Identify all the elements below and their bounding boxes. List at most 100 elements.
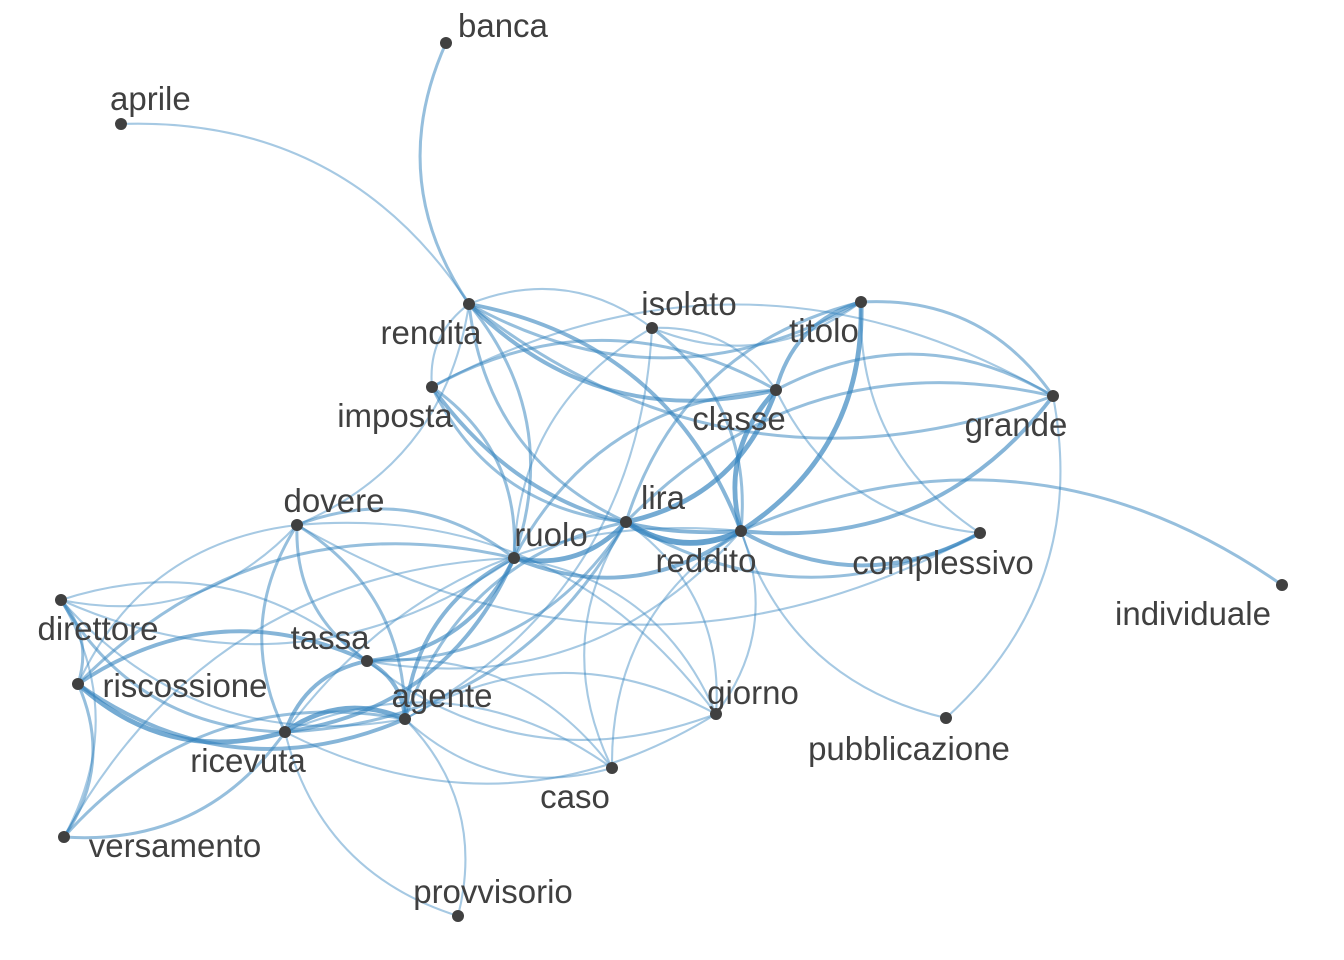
edge-imposta-lira — [430, 385, 628, 524]
edge-ruolo-reddito — [512, 529, 743, 580]
edge-rendita-lira — [467, 302, 628, 524]
edge-direttore-versamento — [59, 598, 97, 839]
edge-dovere-ricevuta — [260, 523, 299, 734]
edge-direttore-ricevuta — [59, 598, 287, 734]
edge-reddito-caso — [610, 529, 743, 770]
edge-classe-ruolo — [512, 388, 778, 560]
edge-tassa-giorno — [365, 659, 718, 741]
edge-ricevuta-giorno — [283, 712, 718, 785]
edge-imposta-ruolo — [430, 385, 516, 560]
edge-dovere-tassa — [295, 523, 369, 663]
node-pubblicazione — [940, 712, 952, 724]
label-grande: grande — [965, 406, 1068, 443]
node-titolo — [855, 296, 867, 308]
label-banca: banca — [458, 7, 549, 44]
node-layer — [55, 37, 1288, 922]
node-riscossione — [72, 678, 84, 690]
edge-reddito-giorno — [714, 529, 757, 716]
node-aprile — [115, 118, 127, 130]
edge-agente-provvisorio — [403, 717, 467, 918]
edge-titolo-reddito — [738, 299, 864, 534]
label-ruolo: ruolo — [514, 516, 587, 553]
edge-isolato-classe — [650, 326, 778, 392]
edge-rendita-isolato — [467, 287, 654, 330]
label-agente: agente — [392, 677, 493, 714]
node-provvisorio — [452, 910, 464, 922]
label-reddito: reddito — [656, 542, 757, 579]
edge-tassa-caso — [365, 658, 614, 770]
node-classe — [770, 384, 782, 396]
edge-rendita-dovere — [295, 302, 471, 527]
edge-grande-reddito — [739, 394, 1055, 536]
edge-dovere-direttore — [59, 523, 299, 608]
node-ricevuta — [279, 726, 291, 738]
edge-agente-caso — [403, 717, 614, 779]
node-complessivo — [974, 527, 986, 539]
edge-grande-pubblicazione — [944, 394, 1062, 720]
edge-classe-grande — [774, 352, 1055, 398]
edge-lira-giorno — [624, 520, 718, 716]
label-pubblicazione: pubblicazione — [808, 730, 1010, 767]
label-rendita: rendita — [381, 314, 483, 351]
label-ricevuta: ricevuta — [190, 742, 306, 779]
edge-direttore-agente — [59, 598, 407, 728]
label-tassa: tassa — [291, 619, 371, 656]
node-tassa — [361, 655, 373, 667]
edge-classe-lira — [623, 387, 779, 525]
edge-direttore-tassa — [59, 581, 369, 663]
edge-riscossione-agente — [76, 682, 407, 751]
edge-rendita-reddito — [467, 302, 743, 533]
edge-classe-complessivo — [774, 388, 982, 535]
edge-imposta-reddito — [430, 385, 743, 535]
edge-rendita-titolo — [467, 300, 863, 360]
node-isolato — [646, 322, 658, 334]
edge-reddito-pubblicazione — [739, 529, 948, 720]
node-giorno — [710, 708, 722, 720]
node-banca — [440, 37, 452, 49]
edge-ruolo-agente — [403, 556, 516, 721]
edge-reddito-tassa — [365, 529, 743, 670]
node-direttore — [55, 594, 67, 606]
label-caso: caso — [540, 778, 610, 815]
label-isolato: isolato — [641, 285, 736, 322]
node-reddito — [735, 525, 747, 537]
edge-agente-giorno — [403, 671, 718, 721]
node-lira — [620, 516, 632, 528]
edge-layer — [59, 41, 1284, 918]
node-ruolo — [508, 552, 520, 564]
node-versamento — [58, 831, 70, 843]
edge-reddito-individuale — [739, 478, 1284, 587]
label-layer: banca aprile rendita isolato titolo imposta cl… — [37, 7, 1271, 910]
edge-titolo-lira — [624, 300, 863, 524]
edge-rendita-imposta — [430, 302, 471, 389]
edge-isolato-agente — [403, 326, 654, 721]
label-classe: classe — [692, 400, 786, 437]
edge-ruolo-ricevuta — [283, 556, 516, 734]
label-direttore: direttore — [37, 610, 158, 647]
label-lira: lira — [641, 479, 686, 516]
edge-banca-rendita — [418, 41, 471, 306]
edge-aprile-rendita — [119, 122, 471, 306]
label-provvisorio: provvisorio — [413, 873, 573, 910]
edge-lira-tassa — [365, 520, 628, 663]
edge-ricevuta-versamento — [62, 730, 287, 840]
node-agente — [399, 713, 411, 725]
node-imposta — [426, 381, 438, 393]
edge-riscossione-versamento — [62, 682, 95, 839]
node-caso — [606, 762, 618, 774]
label-individuale: individuale — [1115, 595, 1271, 632]
edge-tassa-agente — [365, 659, 407, 721]
edge-ruolo-giorno — [512, 556, 718, 716]
edge-reddito-complessivo — [739, 529, 982, 568]
node-dovere — [291, 519, 303, 531]
edge-lira-caso — [583, 520, 628, 770]
edge-imposta-classe — [430, 338, 778, 392]
label-complessivo: complessivo — [852, 544, 1034, 581]
node-grande — [1047, 390, 1059, 402]
edge-dovere-ruolo — [295, 507, 516, 560]
label-giorno: giorno — [707, 674, 799, 711]
edge-ricevuta-provvisorio — [283, 730, 460, 918]
edge-riscossione-ricevuta — [75, 681, 288, 745]
edge-titolo-grande — [859, 300, 1055, 398]
